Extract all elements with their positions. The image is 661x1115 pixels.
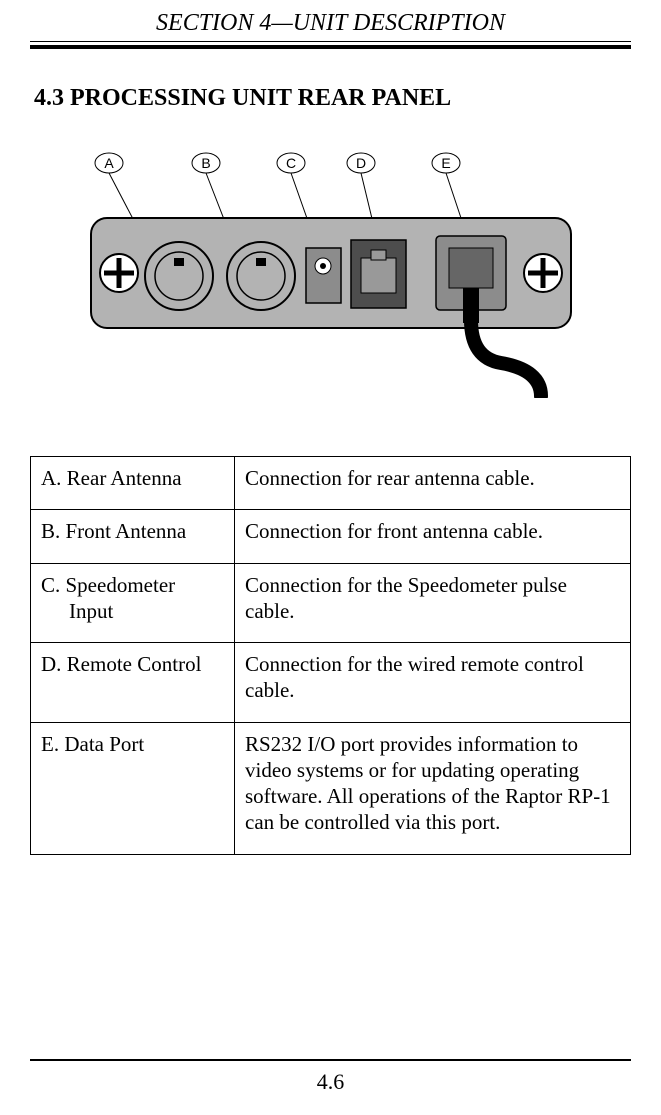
label-c: C <box>285 155 295 171</box>
row-label: B. Front Antenna <box>31 510 235 563</box>
connector-a <box>145 242 213 310</box>
footer-rule <box>30 1059 631 1061</box>
label-a: A <box>104 155 114 171</box>
description-table-wrap: A. Rear Antenna Connection for rear ante… <box>30 456 631 855</box>
header-title: SECTION 4—UNIT DESCRIPTION <box>156 10 505 36</box>
row-desc: Connection for the Speedometer pulse cab… <box>235 563 631 643</box>
connector-b <box>227 242 295 310</box>
row-desc: Connection for the wired remote control … <box>235 643 631 723</box>
page-footer: 4.6 <box>30 1059 631 1095</box>
row-desc: Connection for front antenna cable. <box>235 510 631 563</box>
page: SECTION 4—UNIT DESCRIPTION 4.3 PROCESSIN… <box>0 0 661 1115</box>
table-row: B. Front Antenna Connection for front an… <box>31 510 631 563</box>
row-desc: RS232 I/O port provides information to v… <box>235 722 631 854</box>
table-row: C. Speedometer Input Connection for the … <box>31 563 631 643</box>
header-rule <box>30 41 631 49</box>
label-b: B <box>201 155 210 171</box>
row-desc: Connection for rear antenna cable. <box>235 457 631 510</box>
row-label: C. Speedometer Input <box>31 563 235 643</box>
table-row: E. Data Port RS232 I/O port provides inf… <box>31 722 631 854</box>
label-d: D <box>355 155 365 171</box>
rear-panel-svg: A B C D E <box>71 148 591 398</box>
row-label: E. Data Port <box>31 722 235 854</box>
screw-right <box>524 254 562 292</box>
row-label: A. Rear Antenna <box>31 457 235 510</box>
description-table: A. Rear Antenna Connection for rear ante… <box>30 456 631 855</box>
rear-panel-diagram: A B C D E <box>30 148 631 398</box>
connector-c <box>306 248 341 303</box>
page-header: SECTION 4—UNIT DESCRIPTION <box>30 0 631 41</box>
page-number: 4.6 <box>30 1069 631 1095</box>
table-row: D. Remote Control Connection for the wir… <box>31 643 631 723</box>
connector-d <box>351 240 406 308</box>
screw-left <box>100 254 138 292</box>
cable <box>471 320 541 396</box>
row-label: D. Remote Control <box>31 643 235 723</box>
table-row: A. Rear Antenna Connection for rear ante… <box>31 457 631 510</box>
label-e: E <box>441 155 450 171</box>
section-title: 4.3 PROCESSING UNIT REAR PANEL <box>34 85 631 112</box>
